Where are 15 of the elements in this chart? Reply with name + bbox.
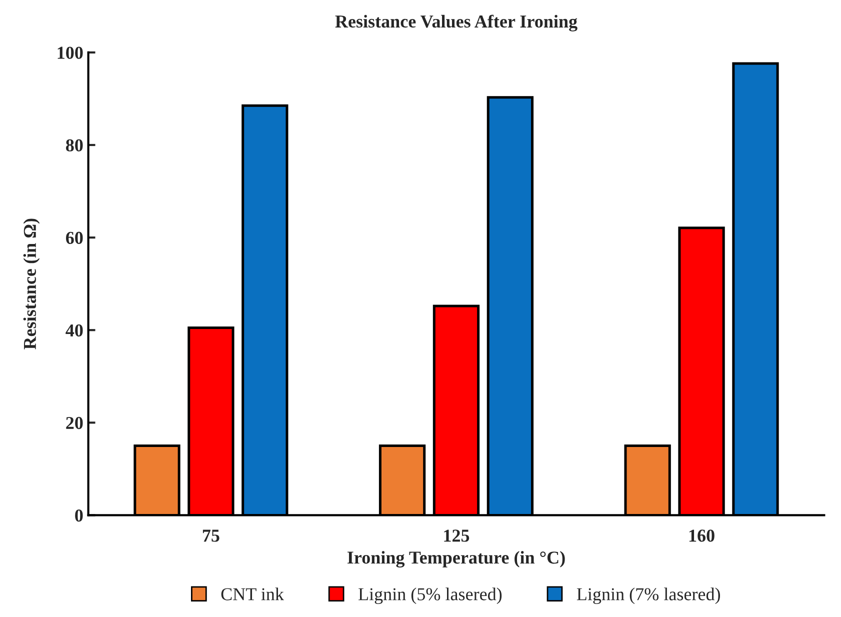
x-tick-label: 160 [689,530,714,542]
legend-label: Lignin (5% lasered) [358,588,502,604]
legend-label: Lignin (7% lasered) [576,588,720,604]
y-tick-label: 40 [66,324,83,337]
x-tick-label: 125 [444,530,470,542]
x-axis-title: Ironing Temperature (in °C) [347,551,565,568]
legend-label: CNT ink [221,588,284,600]
y-tick-label: 100 [58,46,83,59]
y-tick-label: 80 [66,139,83,152]
y-tick-label: 60 [66,232,83,244]
chart-title: Resistance Values After Ironing [335,14,578,32]
y-tick-label: 20 [66,416,83,430]
x-tick-label: 75 [202,530,220,542]
y-tick-label: 0 [75,509,83,522]
y-axis-title: Resistance (in Ω) [23,218,40,350]
